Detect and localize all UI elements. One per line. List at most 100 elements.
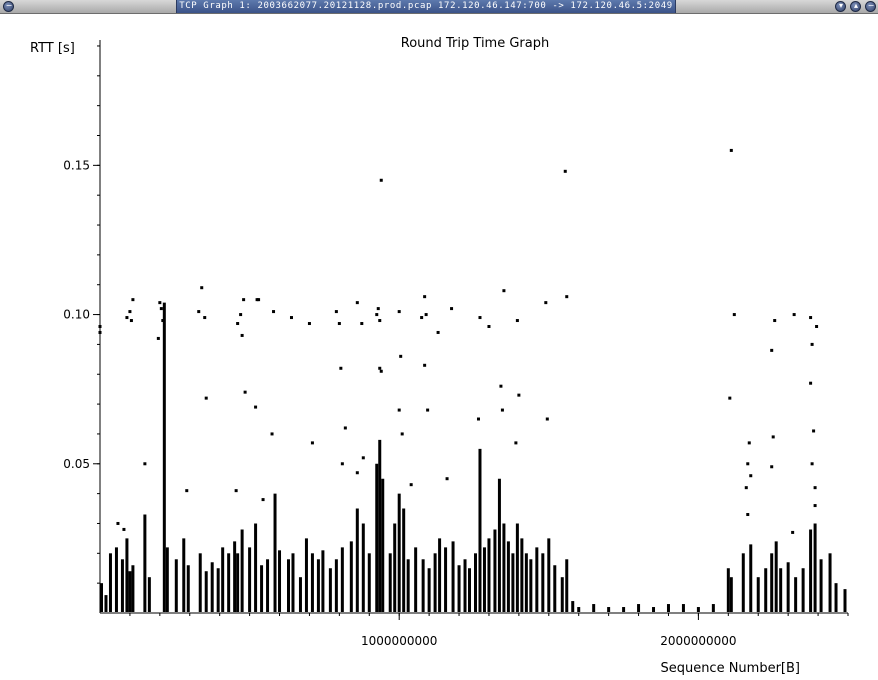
y-axis-label: RTT [s] (30, 41, 75, 56)
maximize-icon[interactable]: ▴ (850, 1, 861, 12)
rtt-point (815, 325, 819, 328)
rtt-point (337, 322, 341, 326)
rtt-spikes (99, 302, 847, 612)
rtt-point (355, 301, 359, 305)
rtt-point (450, 307, 454, 311)
rtt-point (203, 316, 207, 320)
rtt-point (478, 316, 482, 320)
rtt-point (810, 342, 814, 346)
rtt-point (732, 313, 736, 317)
rtt-point (307, 322, 311, 326)
rtt-point (423, 295, 427, 299)
rtt-point (310, 441, 314, 445)
rtt-point (158, 301, 162, 305)
rtt-point (143, 462, 147, 466)
rtt-point (185, 489, 189, 493)
rtt-point (747, 441, 751, 445)
rtt-point (545, 417, 549, 421)
rtt-point (339, 366, 343, 370)
rtt-point (375, 313, 379, 317)
rtt-point (378, 366, 382, 370)
rtt-scatter-chart[interactable]: Round Trip Time Graph RTT [s] Sequence N… (0, 14, 878, 680)
rtt-point (399, 354, 403, 358)
axes: 0.05 0.10 0.15 1000000000 2000000000 (63, 40, 849, 648)
rtt-point (379, 369, 383, 373)
rtt-point (487, 325, 491, 328)
rtt-point (255, 298, 259, 302)
rtt-point (270, 432, 274, 436)
rtt-point (770, 465, 774, 469)
rtt-point (334, 310, 338, 314)
rtt-point (161, 319, 165, 323)
rtt-point (116, 521, 120, 525)
rtt-point (254, 405, 258, 409)
rtt-point (749, 474, 753, 478)
minimize-icon[interactable]: ▾ (835, 1, 846, 12)
rtt-point (340, 462, 344, 466)
rtt-point (379, 178, 383, 182)
rtt-point (243, 390, 247, 394)
rtt-point (272, 310, 276, 314)
rtt-point (420, 316, 424, 320)
rtt-point (423, 363, 427, 367)
rtt-point (378, 319, 382, 323)
window-titlebar[interactable]: − TCP Graph 1: 2003662077.20121128.prod.… (0, 0, 878, 14)
rtt-point (129, 319, 133, 323)
rtt-point (771, 435, 775, 439)
rtt-point (728, 396, 732, 400)
x-axis-label: Sequence Number[B] (660, 661, 800, 676)
window-title: TCP Graph 1: 2003662077.20121128.prod.pc… (176, 0, 676, 13)
rtt-point (500, 408, 504, 412)
rtt-point (236, 322, 240, 326)
rtt-point (792, 313, 796, 317)
rtt-point (499, 384, 503, 388)
rtt-point (397, 408, 401, 412)
rtt-point (502, 289, 506, 293)
rtt-point (400, 432, 404, 436)
rtt-point (397, 310, 401, 314)
rtt-point (239, 313, 243, 317)
y-tick-label: 0.05 (63, 457, 90, 471)
rtt-point (376, 307, 380, 311)
minus-circle-icon[interactable]: − (3, 1, 14, 12)
rtt-point (544, 301, 548, 305)
rtt-point (515, 319, 519, 323)
rtt-point (809, 316, 813, 320)
rtt-point (813, 486, 817, 490)
x-tick-label: 1000000000 (361, 634, 437, 648)
chart-title: Round Trip Time Graph (401, 36, 549, 51)
y-tick-label: 0.15 (63, 158, 90, 172)
rtt-point (409, 483, 413, 487)
rtt-point (436, 330, 440, 334)
rtt-point (563, 169, 567, 173)
rtt-point (773, 319, 777, 323)
rtt-point (424, 313, 428, 317)
rtt-point (131, 298, 135, 302)
rtt-point (343, 426, 347, 430)
rtt-point (812, 429, 816, 433)
rtt-point (242, 298, 246, 302)
rtt-point (729, 148, 733, 152)
rtt-point (360, 322, 364, 326)
rtt-point (159, 307, 163, 311)
rtt-point (156, 336, 160, 340)
rtt-point (122, 527, 126, 531)
rtt-point (744, 486, 748, 490)
x-tick-label: 2000000000 (660, 634, 736, 648)
rtt-point (810, 462, 814, 466)
rtt-point (476, 417, 480, 421)
rtt-point (204, 396, 208, 400)
rtt-point (128, 310, 132, 314)
rtt-point (197, 310, 201, 314)
rtt-point (355, 471, 359, 475)
rtt-points (98, 148, 819, 534)
rtt-point (125, 316, 129, 320)
rtt-point (514, 441, 518, 445)
rtt-point (98, 325, 102, 328)
rtt-point (234, 489, 238, 493)
rtt-point (361, 456, 365, 460)
rtt-point (791, 530, 795, 534)
rtt-point (746, 462, 750, 466)
close-icon[interactable]: − (865, 1, 876, 12)
rtt-point (261, 498, 265, 502)
